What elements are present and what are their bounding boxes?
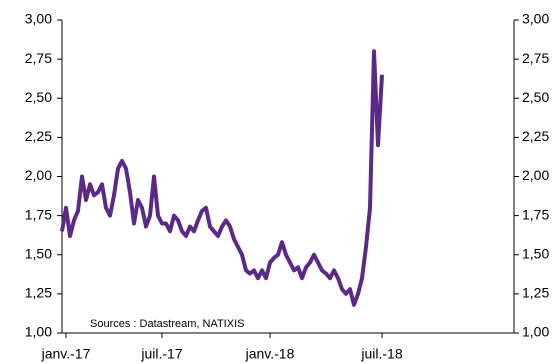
y2-tick-label: 2,75 [522,50,549,66]
y2-tick-label: 1,25 [522,285,549,301]
x-tick-label: juil.-17 [140,346,182,362]
y-tick-label: 1,00 [25,324,52,340]
annotation: Sources : Datastream, NATIXIS [90,318,244,330]
x-tick-label: janv.-17 [41,346,91,362]
y-tick-label: 3,00 [25,11,52,27]
y2-tick-label: 2,25 [522,128,549,144]
y-tick-label: 2,50 [25,89,52,105]
y2-tick-label: 3,00 [522,11,549,27]
y-tick-label: 2,75 [25,50,52,66]
y-tick-label: 2,00 [25,167,52,183]
y-tick-label: 1,75 [25,206,52,222]
y-tick-label: 1,25 [25,285,52,301]
y-tick-label: 2,25 [25,128,52,144]
line-series [60,49,384,307]
y2-tick-label: 1,50 [522,245,549,261]
y-tick-label: 1,50 [25,245,52,261]
x-tick-label: juil.-18 [360,346,402,362]
y2-tick-label: 1,75 [522,206,549,222]
y2-tick-label: 2,00 [522,167,549,183]
x-tick-label: janv.-18 [245,346,295,362]
y2-tick-label: 2,50 [522,89,549,105]
y2-tick-label: 1,00 [522,324,549,340]
